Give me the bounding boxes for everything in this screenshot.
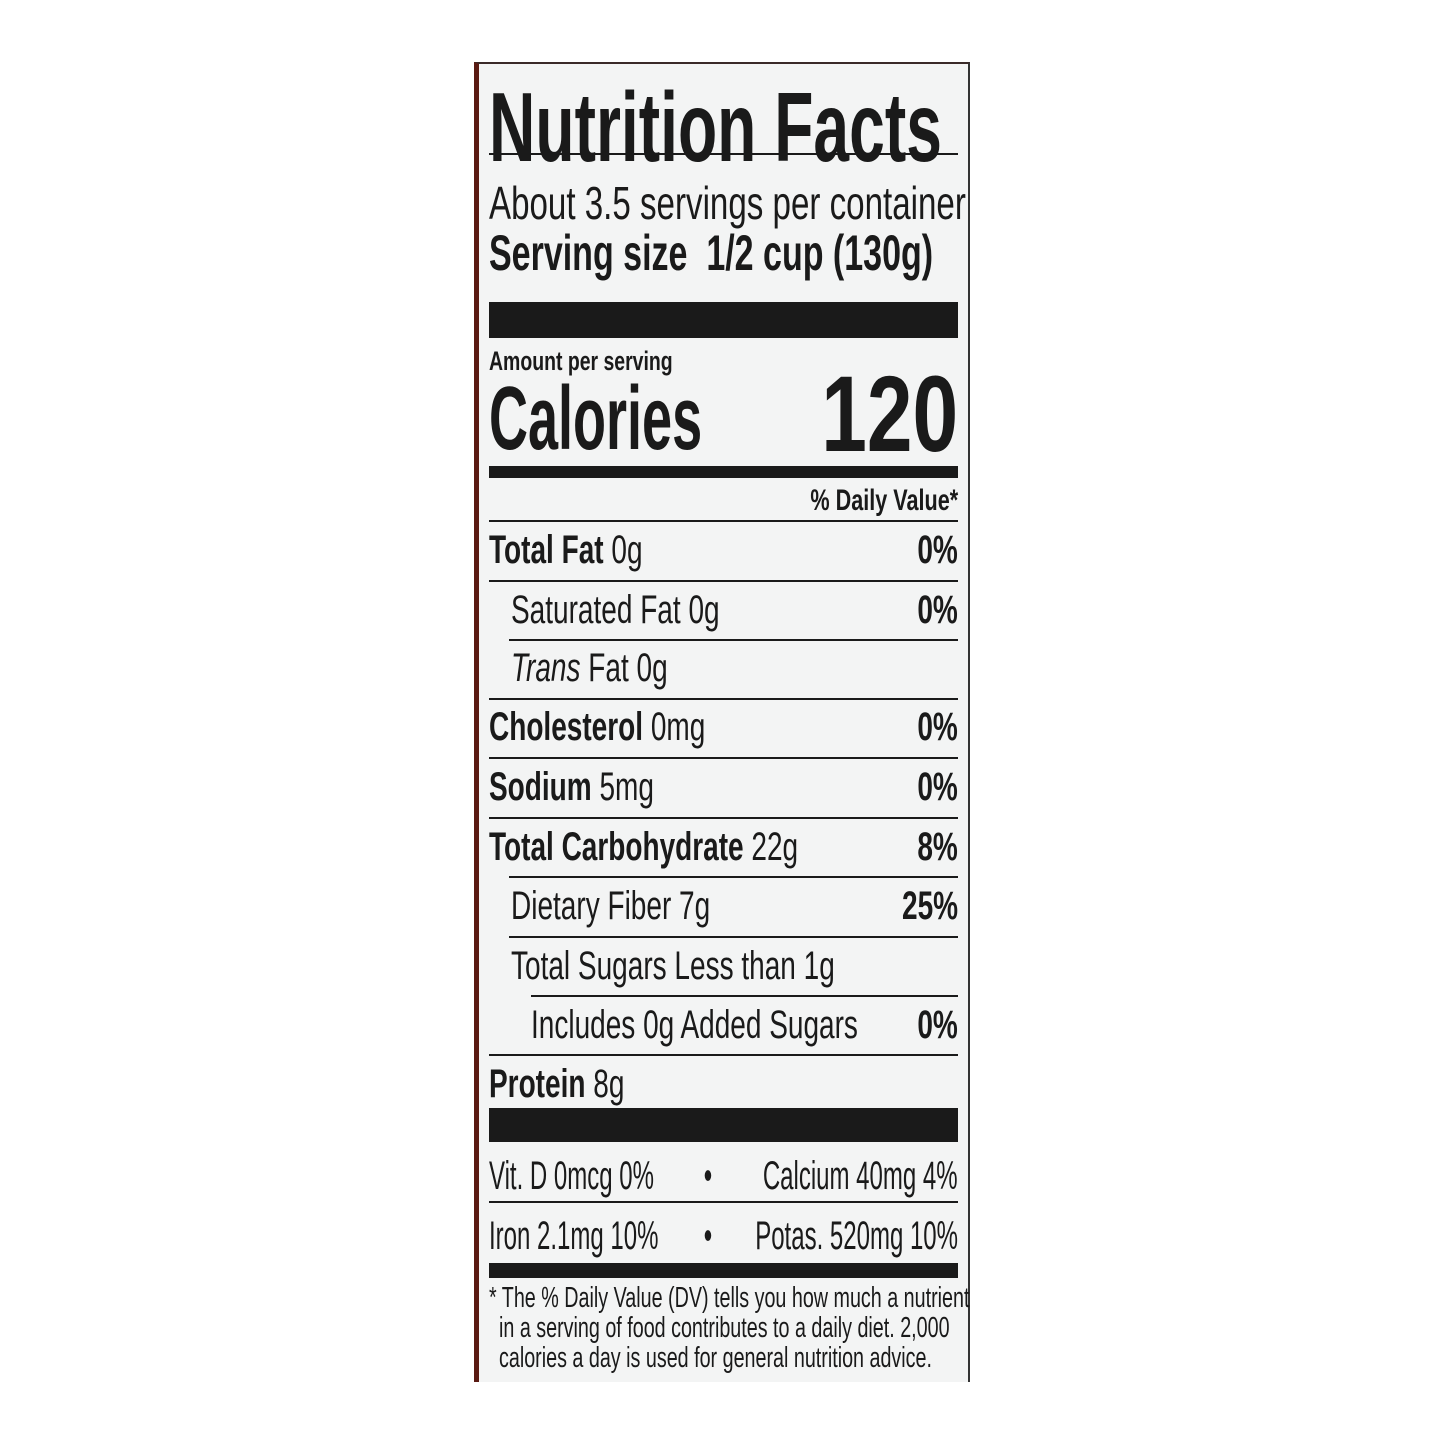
nutrient-name: Saturated Fat bbox=[511, 588, 681, 632]
divider bbox=[489, 698, 958, 700]
dv-added-sugars: 0% bbox=[917, 1003, 958, 1047]
bullet: • bbox=[703, 1154, 713, 1198]
potassium: Potas. 520mg 10% bbox=[755, 1214, 958, 1258]
dv-total-fat: 0% bbox=[917, 528, 958, 572]
divider bbox=[489, 757, 958, 759]
dv-saturated-fat: 0% bbox=[917, 588, 958, 632]
medium-divider bbox=[489, 466, 958, 478]
divider bbox=[509, 936, 958, 938]
footnote-line-2: in a serving of food contributes to a da… bbox=[499, 1312, 950, 1344]
nutrient-sodium: Sodium 5mg bbox=[489, 767, 654, 807]
nutrient-trans-fat: Trans Fat 0g bbox=[511, 648, 668, 688]
serving-size: Serving size 1/2 cup (130g) bbox=[489, 228, 933, 278]
nutrient-name: Sodium bbox=[489, 765, 592, 809]
nutrient-name: Cholesterol bbox=[489, 705, 644, 749]
divider bbox=[489, 1054, 958, 1056]
nutrient-total-carbohydrate: Total Carbohydrate 22g bbox=[489, 827, 798, 867]
divider bbox=[489, 153, 958, 155]
thick-divider bbox=[489, 302, 958, 338]
divider bbox=[531, 995, 958, 997]
nutrient-amount: 0mg bbox=[650, 705, 706, 749]
nutrient-amount: 8g bbox=[593, 1062, 625, 1106]
nutrient-name: Total Sugars bbox=[511, 944, 667, 988]
footnote-line-3: calories a day is used for general nutri… bbox=[499, 1342, 932, 1374]
nutrient-total-fat: Total Fat 0g bbox=[489, 530, 643, 570]
nutrient-dietary-fiber: Dietary Fiber 7g bbox=[511, 886, 710, 926]
divider bbox=[489, 1201, 958, 1203]
nutrient-name-suffix: Fat bbox=[588, 646, 629, 690]
calcium: Calcium 40mg 4% bbox=[763, 1154, 958, 1198]
amount-per-serving: Amount per serving bbox=[489, 346, 673, 376]
divider bbox=[509, 876, 958, 878]
nutrient-protein: Protein 8g bbox=[489, 1064, 624, 1104]
divider bbox=[489, 580, 958, 582]
nutrient-amount: Less than 1g bbox=[674, 944, 835, 988]
iron: Iron 2.1mg 10% bbox=[489, 1214, 659, 1258]
nutrient-cholesterol: Cholesterol 0mg bbox=[489, 707, 705, 747]
servings-per-container: About 3.5 servings per container bbox=[489, 177, 966, 229]
serving-size-value: 1/2 cup (130g) bbox=[706, 225, 934, 281]
nutrient-total-sugars: Total Sugars Less than 1g bbox=[511, 946, 835, 986]
medium-divider bbox=[489, 1263, 958, 1278]
nutrient-saturated-fat: Saturated Fat 0g bbox=[511, 590, 720, 630]
nutrient-name: Total Carbohydrate bbox=[489, 825, 744, 869]
calories-value: 120 bbox=[821, 353, 958, 474]
nutrient-name: Total Fat bbox=[489, 528, 604, 572]
vitamin-d: Vit. D 0mcg 0% bbox=[489, 1154, 654, 1198]
nutrient-name: Protein bbox=[489, 1062, 586, 1106]
nutrient-name: Trans bbox=[511, 646, 581, 690]
nutrient-amount: 22g bbox=[751, 825, 799, 869]
nutrient-amount: 0g bbox=[688, 588, 720, 632]
nutrient-amount: 7g bbox=[679, 884, 711, 928]
divider bbox=[489, 817, 958, 819]
nutrient-amount: 0g bbox=[611, 528, 643, 572]
nutrient-name: Dietary Fiber bbox=[511, 884, 672, 928]
dv-sodium: 0% bbox=[917, 765, 958, 809]
divider bbox=[509, 639, 958, 641]
label-title: Nutrition Facts bbox=[489, 72, 942, 182]
nutrient-amount: 0g bbox=[636, 646, 668, 690]
nutrient-added-sugars: Includes 0g Added Sugars bbox=[531, 1003, 858, 1047]
dv-dietary-fiber: 25% bbox=[901, 884, 958, 928]
bullet: • bbox=[703, 1214, 713, 1258]
dv-cholesterol: 0% bbox=[917, 705, 958, 749]
nutrition-facts-label: Nutrition Facts About 3.5 servings per c… bbox=[474, 62, 970, 1382]
dv-total-carbohydrate: 8% bbox=[917, 825, 958, 869]
thick-divider bbox=[489, 1108, 958, 1142]
serving-size-label: Serving size bbox=[489, 225, 688, 281]
calories-label: Calories bbox=[489, 369, 703, 469]
divider bbox=[489, 520, 958, 522]
daily-value-header: % Daily Value* bbox=[810, 484, 958, 517]
nutrient-amount: 5mg bbox=[599, 765, 654, 809]
footnote-line-1: * The % Daily Value (DV) tells you how m… bbox=[489, 1282, 970, 1314]
